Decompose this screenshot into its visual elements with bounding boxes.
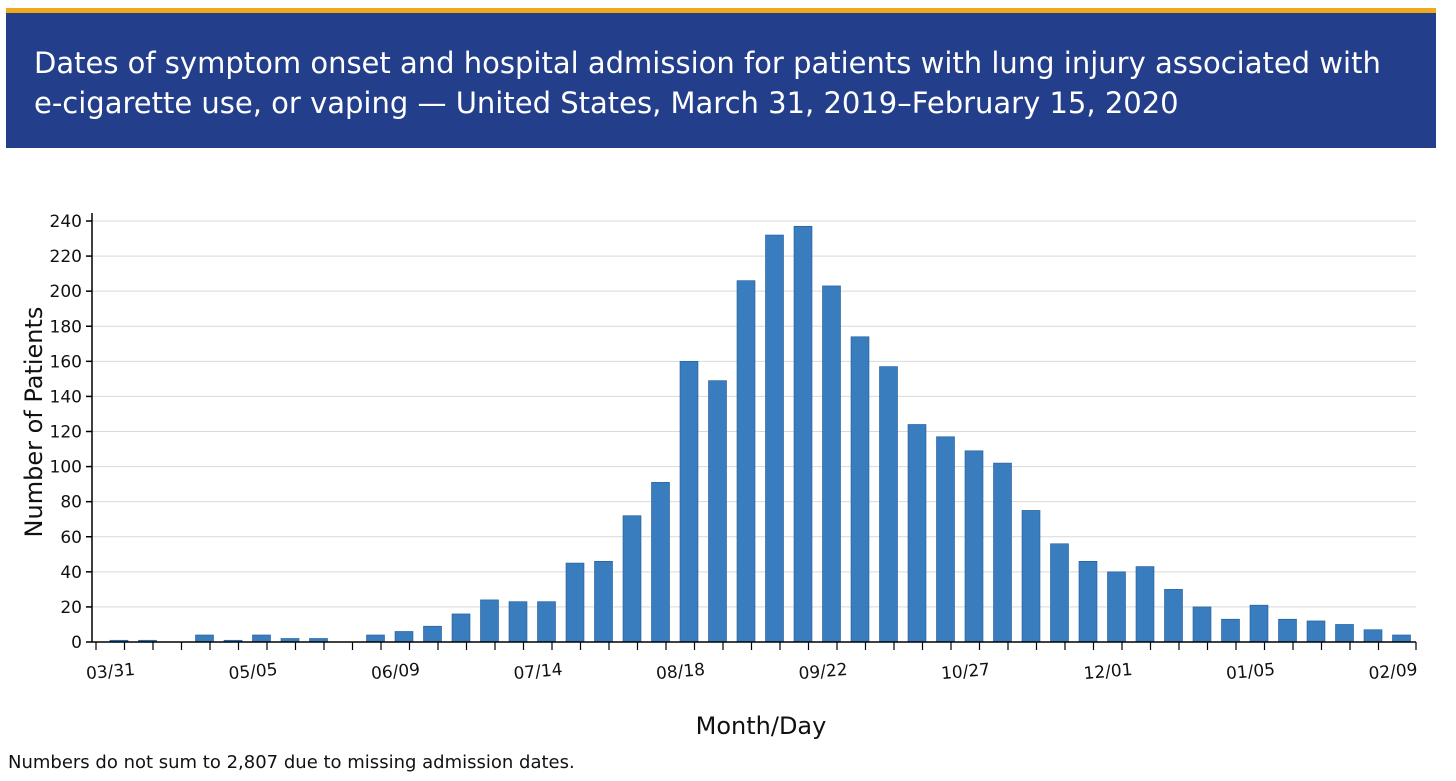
bar-06-16 xyxy=(423,625,442,643)
x-tick-label: 12/01 xyxy=(1083,660,1134,684)
y-tick-label: 200 xyxy=(50,282,82,302)
y-tick-label: 100 xyxy=(50,458,82,478)
bar-05-05 xyxy=(252,634,271,643)
bar-01-26 xyxy=(1335,624,1354,643)
bar-04-21 xyxy=(195,634,214,643)
bar-10-13 xyxy=(907,424,927,643)
axes: 0 20 40 60 80 100 120 140 160 180 200 220 240 03/31 05… xyxy=(50,212,1419,684)
bar-11-03 xyxy=(993,462,1012,643)
bar-01-05 xyxy=(1249,604,1269,643)
bar-01-12 xyxy=(1278,618,1297,643)
bar-12-22 xyxy=(1192,606,1212,643)
bar-06-09 xyxy=(394,631,414,643)
y-tick-label: 220 xyxy=(50,247,82,267)
bar-02-02 xyxy=(1363,629,1383,643)
y-tick-label: 60 xyxy=(60,528,82,548)
y-axis-label: Number of Patients xyxy=(20,307,48,538)
bar-07-14 xyxy=(537,601,556,643)
x-tick-label: 02/09 xyxy=(1368,660,1419,684)
bar-08-25 xyxy=(708,380,727,643)
y-tick-label: 180 xyxy=(50,317,82,337)
bar-11-10 xyxy=(1021,510,1041,643)
bar-07-28 xyxy=(594,561,613,643)
bar-10-20 xyxy=(936,436,955,643)
x-tick-label: 10/27 xyxy=(940,660,991,684)
x-tick-label: 07/14 xyxy=(513,660,564,684)
bar-12-29 xyxy=(1221,618,1240,643)
y-tick-label: 160 xyxy=(50,352,82,372)
bar-08-18 xyxy=(679,361,699,643)
x-tick-label: 01/05 xyxy=(1225,660,1276,684)
bar-09-15 xyxy=(793,225,813,643)
y-tick-label: 120 xyxy=(50,423,82,443)
y-tick-label: 140 xyxy=(50,387,82,407)
y-tick-label: 20 xyxy=(60,598,82,618)
x-tick-label: 08/18 xyxy=(655,660,706,684)
footnote: Numbers do not sum to 2,807 due to missi… xyxy=(8,752,575,773)
bar-10-27 xyxy=(964,450,984,643)
bar-12-15 xyxy=(1164,589,1183,643)
bar-06-30 xyxy=(480,599,499,643)
x-axis-label: Month/Day xyxy=(696,712,827,740)
bar-09-22 xyxy=(822,285,841,643)
bar-09-01 xyxy=(736,280,756,643)
bar-12-01 xyxy=(1107,571,1126,643)
bar-07-21 xyxy=(565,562,585,643)
y-tick-label: 0 xyxy=(71,633,82,653)
bar-02-09 xyxy=(1392,634,1411,643)
bar-08-04 xyxy=(622,515,642,643)
x-tick-label: 06/09 xyxy=(370,660,421,684)
x-tick-label: 09/22 xyxy=(798,660,849,684)
bar-09-08 xyxy=(765,234,784,643)
bar-07-07 xyxy=(508,601,528,643)
bar-11-24 xyxy=(1078,561,1098,643)
x-tick-label: 03/31 xyxy=(85,660,136,684)
bar-06-23 xyxy=(451,613,471,643)
y-tick-label: 240 xyxy=(50,212,82,232)
bar-01-19 xyxy=(1306,620,1326,643)
bar-08-11 xyxy=(651,482,670,643)
bars xyxy=(109,225,1411,643)
bar-06-02 xyxy=(366,634,385,643)
x-tick-label: 05/05 xyxy=(228,660,279,684)
bar-12-08 xyxy=(1135,566,1155,643)
y-tick-label: 80 xyxy=(60,493,82,513)
y-tick-label: 40 xyxy=(60,563,82,583)
bar-09-29 xyxy=(850,336,870,643)
bar-11-17 xyxy=(1050,543,1069,643)
chart-title: Dates of symptom onset and hospital admi… xyxy=(34,46,1381,120)
chart-header: Dates of symptom onset and hospital admi… xyxy=(6,8,1436,148)
bar-10-06 xyxy=(879,366,898,643)
